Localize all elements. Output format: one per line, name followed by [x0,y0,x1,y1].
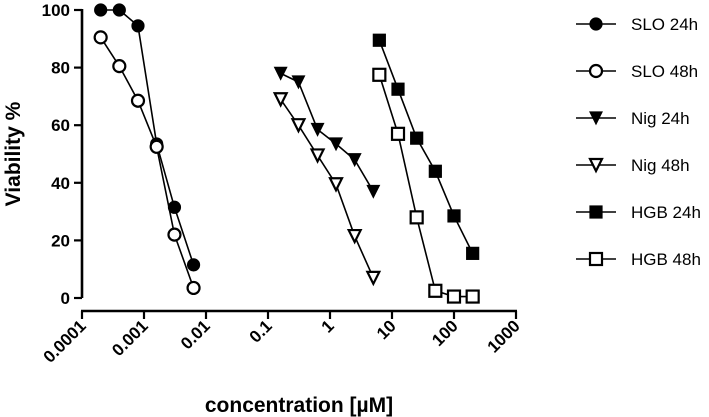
x-tick-label: 0.0001 [40,316,90,366]
legend-entry: HGB 24h [576,203,701,222]
data-point [365,270,382,287]
data-point [291,75,306,90]
x-tick-label: 1 [318,316,338,336]
data-point [131,19,145,33]
data-point [447,209,461,223]
legend-label: Nig 48h [631,156,690,175]
data-point [273,66,288,81]
data-point [94,3,108,17]
data-point [149,139,164,154]
legend-entry: HGB 48h [576,250,701,269]
legend-marker [588,251,604,267]
data-point [112,59,127,74]
legend-marker [589,205,603,219]
series-hgb-24h [372,33,480,260]
x-tick-label: 0.1 [246,316,276,346]
x-tick-label: 0.01 [177,316,214,353]
series-slo-24h [94,3,201,272]
data-point [167,227,182,242]
data-point [465,289,480,304]
data-point [366,184,381,199]
data-point [466,246,480,260]
data-point [93,30,108,45]
legend-entry: Nig 48h [576,156,690,175]
data-point [130,93,146,108]
y-axis-title: Viability % [2,101,25,206]
data-point [346,228,363,245]
series-line [99,36,195,289]
chart-legend: SLO 24h SLO 48h Nig 24h Nig 48h HGB 24h HGB 4… [576,15,701,269]
series-hgb-48h [372,67,480,304]
chart-series [93,3,480,304]
data-point [372,67,387,82]
x-axis-title: concentration [µM] [205,394,393,417]
legend-label: HGB 48h [631,250,701,269]
y-tick-label: 100 [42,1,70,20]
y-tick-label: 80 [51,59,70,78]
data-point [372,33,386,47]
series-nig-24h [273,66,381,199]
data-point [309,148,326,164]
legend-marker [588,63,604,79]
data-point [409,210,424,225]
legend-entry: Nig 24h [576,109,690,128]
legend-entry: SLO 48h [576,62,698,81]
legend-marker [588,157,604,174]
data-point [390,126,406,141]
legend-label: HGB 24h [631,203,701,222]
data-point [391,82,405,96]
data-point [329,137,343,152]
y-tick-label: 20 [51,231,70,250]
data-point [428,164,442,178]
data-point [347,153,362,168]
y-tick-label: 40 [51,174,70,193]
data-point [290,118,307,134]
data-point [446,289,462,304]
series-line [378,74,473,298]
y-tick-label: 0 [61,289,70,308]
legend-marker [589,111,603,126]
data-point [428,283,443,298]
data-point [410,131,424,145]
legend-label: SLO 24h [631,15,698,34]
legend-label: SLO 48h [631,62,698,81]
series-line [280,72,375,192]
data-point [186,258,201,272]
data-point [272,92,289,108]
x-tick-label: 0.001 [108,316,152,360]
y-tick-label: 60 [51,116,70,135]
x-tick-label: 100 [428,316,461,349]
legend-entry: SLO 24h [576,15,698,34]
data-point [112,3,126,17]
x-tick-label: 1000 [484,316,524,356]
series-line [100,9,195,266]
x-tick-label: 10 [373,316,400,343]
series-slo-48h [93,30,201,296]
data-point [328,177,344,193]
legend-marker [589,17,603,31]
data-point [310,122,325,137]
data-point [186,280,201,296]
series-line [279,98,375,279]
series-nig-48h [272,92,382,287]
legend-label: Nig 24h [631,109,690,128]
